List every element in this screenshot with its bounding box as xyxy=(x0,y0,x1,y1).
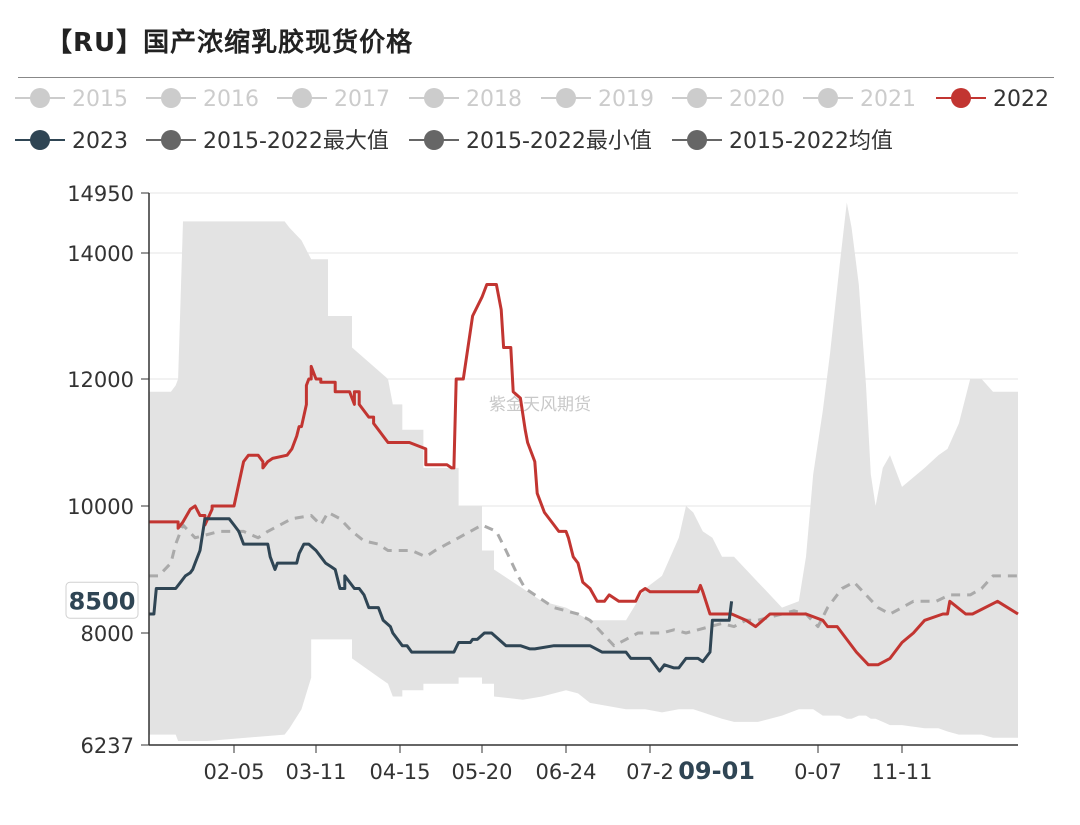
legend-item-2015-2022最小值[interactable]: 2015-2022最小值 xyxy=(409,129,652,154)
x-tick-label: 11-11 xyxy=(871,760,932,784)
y-tick-label: 8000 xyxy=(81,622,134,646)
legend-item-2020[interactable]: 2020 xyxy=(672,87,785,112)
crosshair-y-label: 8500 xyxy=(69,587,136,615)
legend-item-2021[interactable]: 2021 xyxy=(803,87,916,112)
legend-marker-icon xyxy=(556,88,576,108)
crosshair-y-label-bg xyxy=(65,581,139,619)
legend: 2015 2016 2017 2018 2019 2020 2021 2022 2023 2015… xyxy=(15,87,1049,154)
x-tick-label: 03-11 xyxy=(285,760,346,784)
legend-marker-icon xyxy=(818,88,838,108)
axes: 6237 8000 10000 12000 14000 14950 02-05 03-11 04… xyxy=(67,182,1018,784)
legend-item-2015-2022最大值[interactable]: 2015-2022最大值 xyxy=(146,129,389,154)
chart-title: 【RU】国产浓缩乳胶现货价格 xyxy=(46,28,414,58)
range-band xyxy=(149,202,1018,741)
y-tick-label: 14000 xyxy=(67,242,134,266)
legend-item-2017[interactable]: 2017 xyxy=(277,87,390,112)
legend-item-2015[interactable]: 2015 xyxy=(15,87,128,112)
legend-label: 2015 xyxy=(72,87,128,112)
legend-item-2015-2022均值[interactable]: 2015-2022均值 xyxy=(672,129,893,154)
title-divider xyxy=(18,77,1054,78)
x-tick-label: 0-07 xyxy=(794,760,842,784)
legend-item-2018[interactable]: 2018 xyxy=(409,87,522,112)
legend-marker-icon xyxy=(424,130,444,150)
legend-marker-icon xyxy=(424,88,444,108)
range-band-area xyxy=(149,202,1018,741)
x-tick-label: 05-20 xyxy=(451,760,512,784)
x-tick-label: 04-15 xyxy=(369,760,430,784)
x-tick-label: 02-05 xyxy=(203,760,264,784)
crosshair-x-label: 09-01 xyxy=(678,757,755,785)
legend-marker-icon xyxy=(161,130,181,150)
legend-label: 2023 xyxy=(72,129,128,154)
watermark: 紫金天风期货 xyxy=(489,395,591,415)
y-tick-label: 6237 xyxy=(81,734,134,758)
series-line-2022[interactable] xyxy=(149,283,1019,667)
legend-item-2019[interactable]: 2019 xyxy=(541,87,654,112)
legend-marker-icon xyxy=(687,130,707,150)
legend-marker-icon xyxy=(687,88,707,108)
x-tick-label: 07-2 xyxy=(626,760,674,784)
crosshair-x-label-bg xyxy=(676,752,786,788)
series-lines xyxy=(149,283,1019,673)
legend-label: 2019 xyxy=(598,87,654,112)
legend-item-2023[interactable]: 2023 xyxy=(15,129,128,154)
legend-marker-icon xyxy=(951,88,971,108)
legend-marker-icon xyxy=(30,88,50,108)
legend-marker-icon xyxy=(161,88,181,108)
legend-label: 2017 xyxy=(334,87,390,112)
legend-label: 2015-2022最大值 xyxy=(203,129,389,154)
y-tick-label: 14950 xyxy=(67,182,134,206)
x-tick-label: 06-24 xyxy=(535,760,596,784)
y-tick-label: 12000 xyxy=(67,368,134,392)
legend-item-2022[interactable]: 2022 xyxy=(936,87,1049,112)
legend-label: 2020 xyxy=(729,87,785,112)
crosshair: 09-01 8500 xyxy=(65,581,786,788)
legend-marker-icon xyxy=(30,130,50,150)
legend-marker-icon xyxy=(292,88,312,108)
legend-label: 2015-2022最小值 xyxy=(466,129,652,154)
legend-label: 2022 xyxy=(993,87,1049,112)
series-line-2015-2022均值[interactable] xyxy=(149,510,1018,648)
y-tick-label: 10000 xyxy=(67,495,134,519)
legend-item-2016[interactable]: 2016 xyxy=(146,87,259,112)
series-line-2023[interactable] xyxy=(149,517,734,673)
legend-label: 2016 xyxy=(203,87,259,112)
legend-label: 2018 xyxy=(466,87,522,112)
legend-label: 2015-2022均值 xyxy=(729,129,893,154)
legend-label: 2021 xyxy=(860,87,916,112)
